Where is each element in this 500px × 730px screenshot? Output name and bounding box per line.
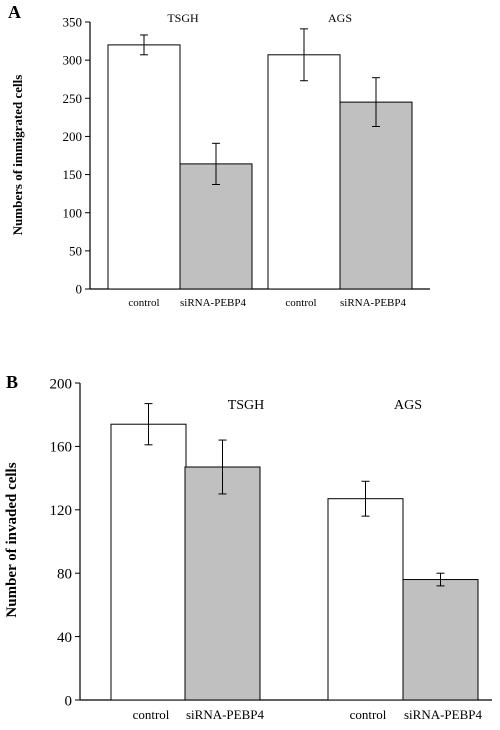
y-tick-label: 200 [50,376,73,392]
bar [110,423,187,701]
y-tick-label: 50 [69,243,82,258]
bar [339,101,413,290]
y-tick-label: 300 [63,53,83,68]
category-label: control [128,297,159,309]
y-tick-label: 160 [50,440,73,456]
group-label: AGS [394,398,422,413]
panel-a-plot: 0 50 100 150 200 250 300 350 control siRNA-PEBP4 T… [63,11,430,309]
bar [327,498,404,701]
bar [107,44,181,290]
panel-b: B Number of invaded cells 0 40 80 120 160 200… [4,372,492,722]
y-tick-label: 150 [63,167,83,182]
category-label: control [285,297,316,309]
bar [402,579,479,701]
group-label: TSGH [228,398,265,413]
y-tick-label: 80 [57,566,72,582]
panel-b-label: B [6,372,18,392]
group-label: AGS [328,11,352,25]
category-label: control [133,707,170,722]
category-label: siRNA-PEBP4 [186,707,265,722]
y-tick-label: 350 [63,15,83,30]
bar [267,54,341,290]
category-label: siRNA-PEBP4 [180,297,247,309]
panel-a-ylabel: Numbers of immigrated cells [10,75,25,236]
category-label: siRNA-PEBP4 [340,297,407,309]
y-tick-label: 0 [76,282,83,297]
panel-a: A Numbers of immigrated cells 0 50 100 150 2… [8,2,430,309]
y-tick-label: 200 [63,129,83,144]
group-label: TSGH [167,11,199,25]
panel-b-plot: 0 40 80 120 160 200 control siRNA-PEBP4 TSGH cont… [50,376,492,722]
bar [184,466,261,701]
y-tick-label: 250 [63,91,83,106]
y-tick-label: 40 [57,630,72,646]
y-tick-label: 120 [50,503,73,519]
panel-a-label: A [8,2,21,22]
y-tick-label: 100 [63,205,83,220]
category-label: control [350,707,387,722]
panel-b-ylabel: Number of invaded cells [4,462,20,617]
category-label: siRNA-PEBP4 [404,707,483,722]
y-tick-label: 0 [65,693,73,709]
